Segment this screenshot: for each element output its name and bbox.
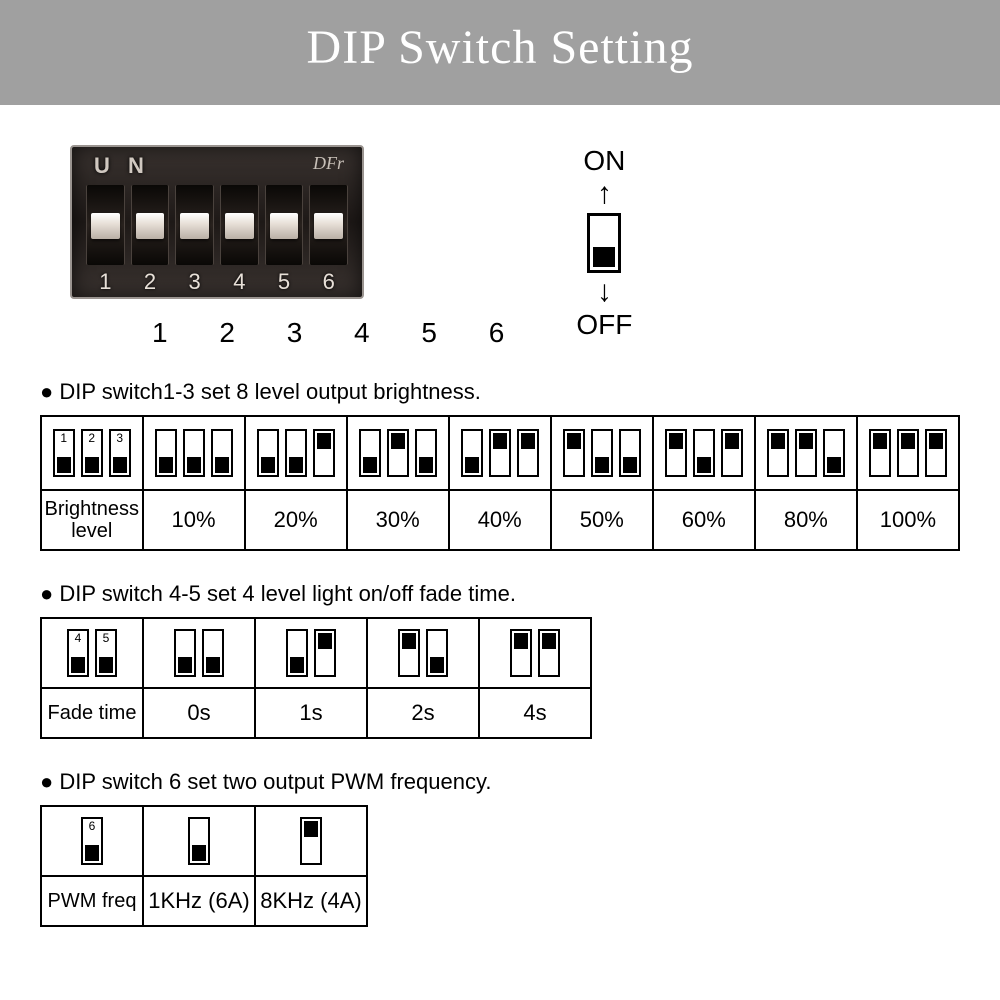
pwm-header-switches: 6 <box>41 806 143 876</box>
fade-value: 1s <box>255 688 367 738</box>
arrow-up-icon: ↑ <box>576 179 632 209</box>
mini-switch-icon <box>285 429 307 477</box>
mini-switch-icon <box>591 429 613 477</box>
legend-on-label: ON <box>576 145 632 177</box>
fade-value: 2s <box>367 688 479 738</box>
fade-section: DIP switch 4-5 set 4 level light on/off … <box>0 551 1000 739</box>
mini-switch-icon <box>767 429 789 477</box>
fade-col-0-switches <box>143 618 255 688</box>
mini-switch-icon <box>313 429 335 477</box>
legend-switch-icon <box>587 213 621 273</box>
brightness-value: 30% <box>347 490 449 550</box>
mini-switch-icon <box>359 429 381 477</box>
pwm-title: DIP switch 6 set two output PWM frequenc… <box>40 769 960 795</box>
mini-switch-icon <box>721 429 743 477</box>
pwm-row-label: PWM freq <box>41 876 143 926</box>
mini-switch-icon <box>795 429 817 477</box>
pwm-col-0-switches <box>143 806 255 876</box>
mini-switch-icon <box>398 629 420 677</box>
photo-top-text: U N <box>94 153 150 179</box>
mini-switch-icon <box>869 429 891 477</box>
brightness-section: DIP switch1-3 set 8 level output brightn… <box>0 349 1000 551</box>
pwm-value: 8KHz (4A) <box>255 876 367 926</box>
photo-slots <box>86 185 348 265</box>
pwm-value: 1KHz (6A) <box>143 876 255 926</box>
fade-header-switches: 45 <box>41 618 143 688</box>
mini-switch-icon <box>211 429 233 477</box>
mini-switch-icon <box>823 429 845 477</box>
brightness-col-5-switches <box>653 416 755 490</box>
legend-off-label: OFF <box>576 309 632 341</box>
mini-switch-icon <box>387 429 409 477</box>
mini-switch-icon <box>183 429 205 477</box>
page-title: DIP Switch Setting <box>307 21 694 74</box>
brightness-col-2-switches <box>347 416 449 490</box>
brightness-value: 10% <box>143 490 245 550</box>
mini-switch-icon <box>897 429 919 477</box>
fade-row-label: Fade time <box>41 688 143 738</box>
pwm-col-1-switches <box>255 806 367 876</box>
mini-switch-icon <box>538 629 560 677</box>
mini-switch-icon <box>257 429 279 477</box>
brightness-value: 40% <box>449 490 551 550</box>
brightness-value: 50% <box>551 490 653 550</box>
mini-switch-icon: 3 <box>109 429 131 477</box>
brightness-value: 80% <box>755 490 857 550</box>
fade-value: 0s <box>143 688 255 738</box>
brightness-title: DIP switch1-3 set 8 level output brightn… <box>40 379 960 405</box>
brightness-value: 60% <box>653 490 755 550</box>
brightness-value: 100% <box>857 490 959 550</box>
mini-switch-icon <box>202 629 224 677</box>
brightness-value: 20% <box>245 490 347 550</box>
brightness-col-0-switches <box>143 416 245 490</box>
brightness-row-label: Brightness level <box>41 490 143 550</box>
mini-switch-icon <box>925 429 947 477</box>
brightness-table: 123 Brightness level 10% 20% 30% 40% 50%… <box>40 415 960 551</box>
mini-switch-icon <box>415 429 437 477</box>
mini-switch-icon <box>461 429 483 477</box>
mini-switch-icon <box>174 629 196 677</box>
pwm-section: DIP switch 6 set two output PWM frequenc… <box>0 739 1000 927</box>
page-header: DIP Switch Setting <box>0 0 1000 105</box>
mini-switch-icon: 1 <box>53 429 75 477</box>
photo-logo: DFr <box>313 153 344 174</box>
fade-table: 45 Fade time 0s 1s 2s 4s <box>40 617 592 739</box>
mini-switch-icon <box>426 629 448 677</box>
on-off-legend: ON ↑ ↓ OFF <box>576 145 632 341</box>
brightness-col-4-switches <box>551 416 653 490</box>
brightness-header-switches: 123 <box>41 416 143 490</box>
under-photo-numbers: 1 2 3 4 5 6 <box>70 299 526 349</box>
brightness-col-3-switches <box>449 416 551 490</box>
pwm-table: 6 PWM freq 1KHz (6A) 8KHz (4A) <box>40 805 368 927</box>
arrow-down-icon: ↓ <box>576 277 632 307</box>
mini-switch-icon <box>693 429 715 477</box>
fade-value: 4s <box>479 688 591 738</box>
mini-switch-icon <box>619 429 641 477</box>
mini-switch-icon: 2 <box>81 429 103 477</box>
mini-switch-icon <box>188 817 210 865</box>
fade-col-3-switches <box>479 618 591 688</box>
mini-switch-icon <box>563 429 585 477</box>
mini-switch-icon <box>300 817 322 865</box>
mini-switch-icon <box>489 429 511 477</box>
dip-photo-area: U N DFr 1 2 3 4 5 6 1 2 3 4 5 6 ON ↑ <box>0 105 1000 349</box>
mini-switch-icon <box>314 629 336 677</box>
mini-switch-icon <box>517 429 539 477</box>
mini-switch-icon <box>510 629 532 677</box>
mini-switch-icon <box>665 429 687 477</box>
brightness-col-1-switches <box>245 416 347 490</box>
mini-switch-icon <box>155 429 177 477</box>
brightness-col-7-switches <box>857 416 959 490</box>
fade-col-2-switches <box>367 618 479 688</box>
dip-switch-photo: U N DFr 1 2 3 4 5 6 <box>70 145 364 299</box>
photo-numbers: 1 2 3 4 5 6 <box>86 269 348 295</box>
fade-col-1-switches <box>255 618 367 688</box>
fade-title: DIP switch 4-5 set 4 level light on/off … <box>40 581 960 607</box>
mini-switch-icon: 5 <box>95 629 117 677</box>
mini-switch-icon: 6 <box>81 817 103 865</box>
brightness-col-6-switches <box>755 416 857 490</box>
mini-switch-icon <box>286 629 308 677</box>
mini-switch-icon: 4 <box>67 629 89 677</box>
